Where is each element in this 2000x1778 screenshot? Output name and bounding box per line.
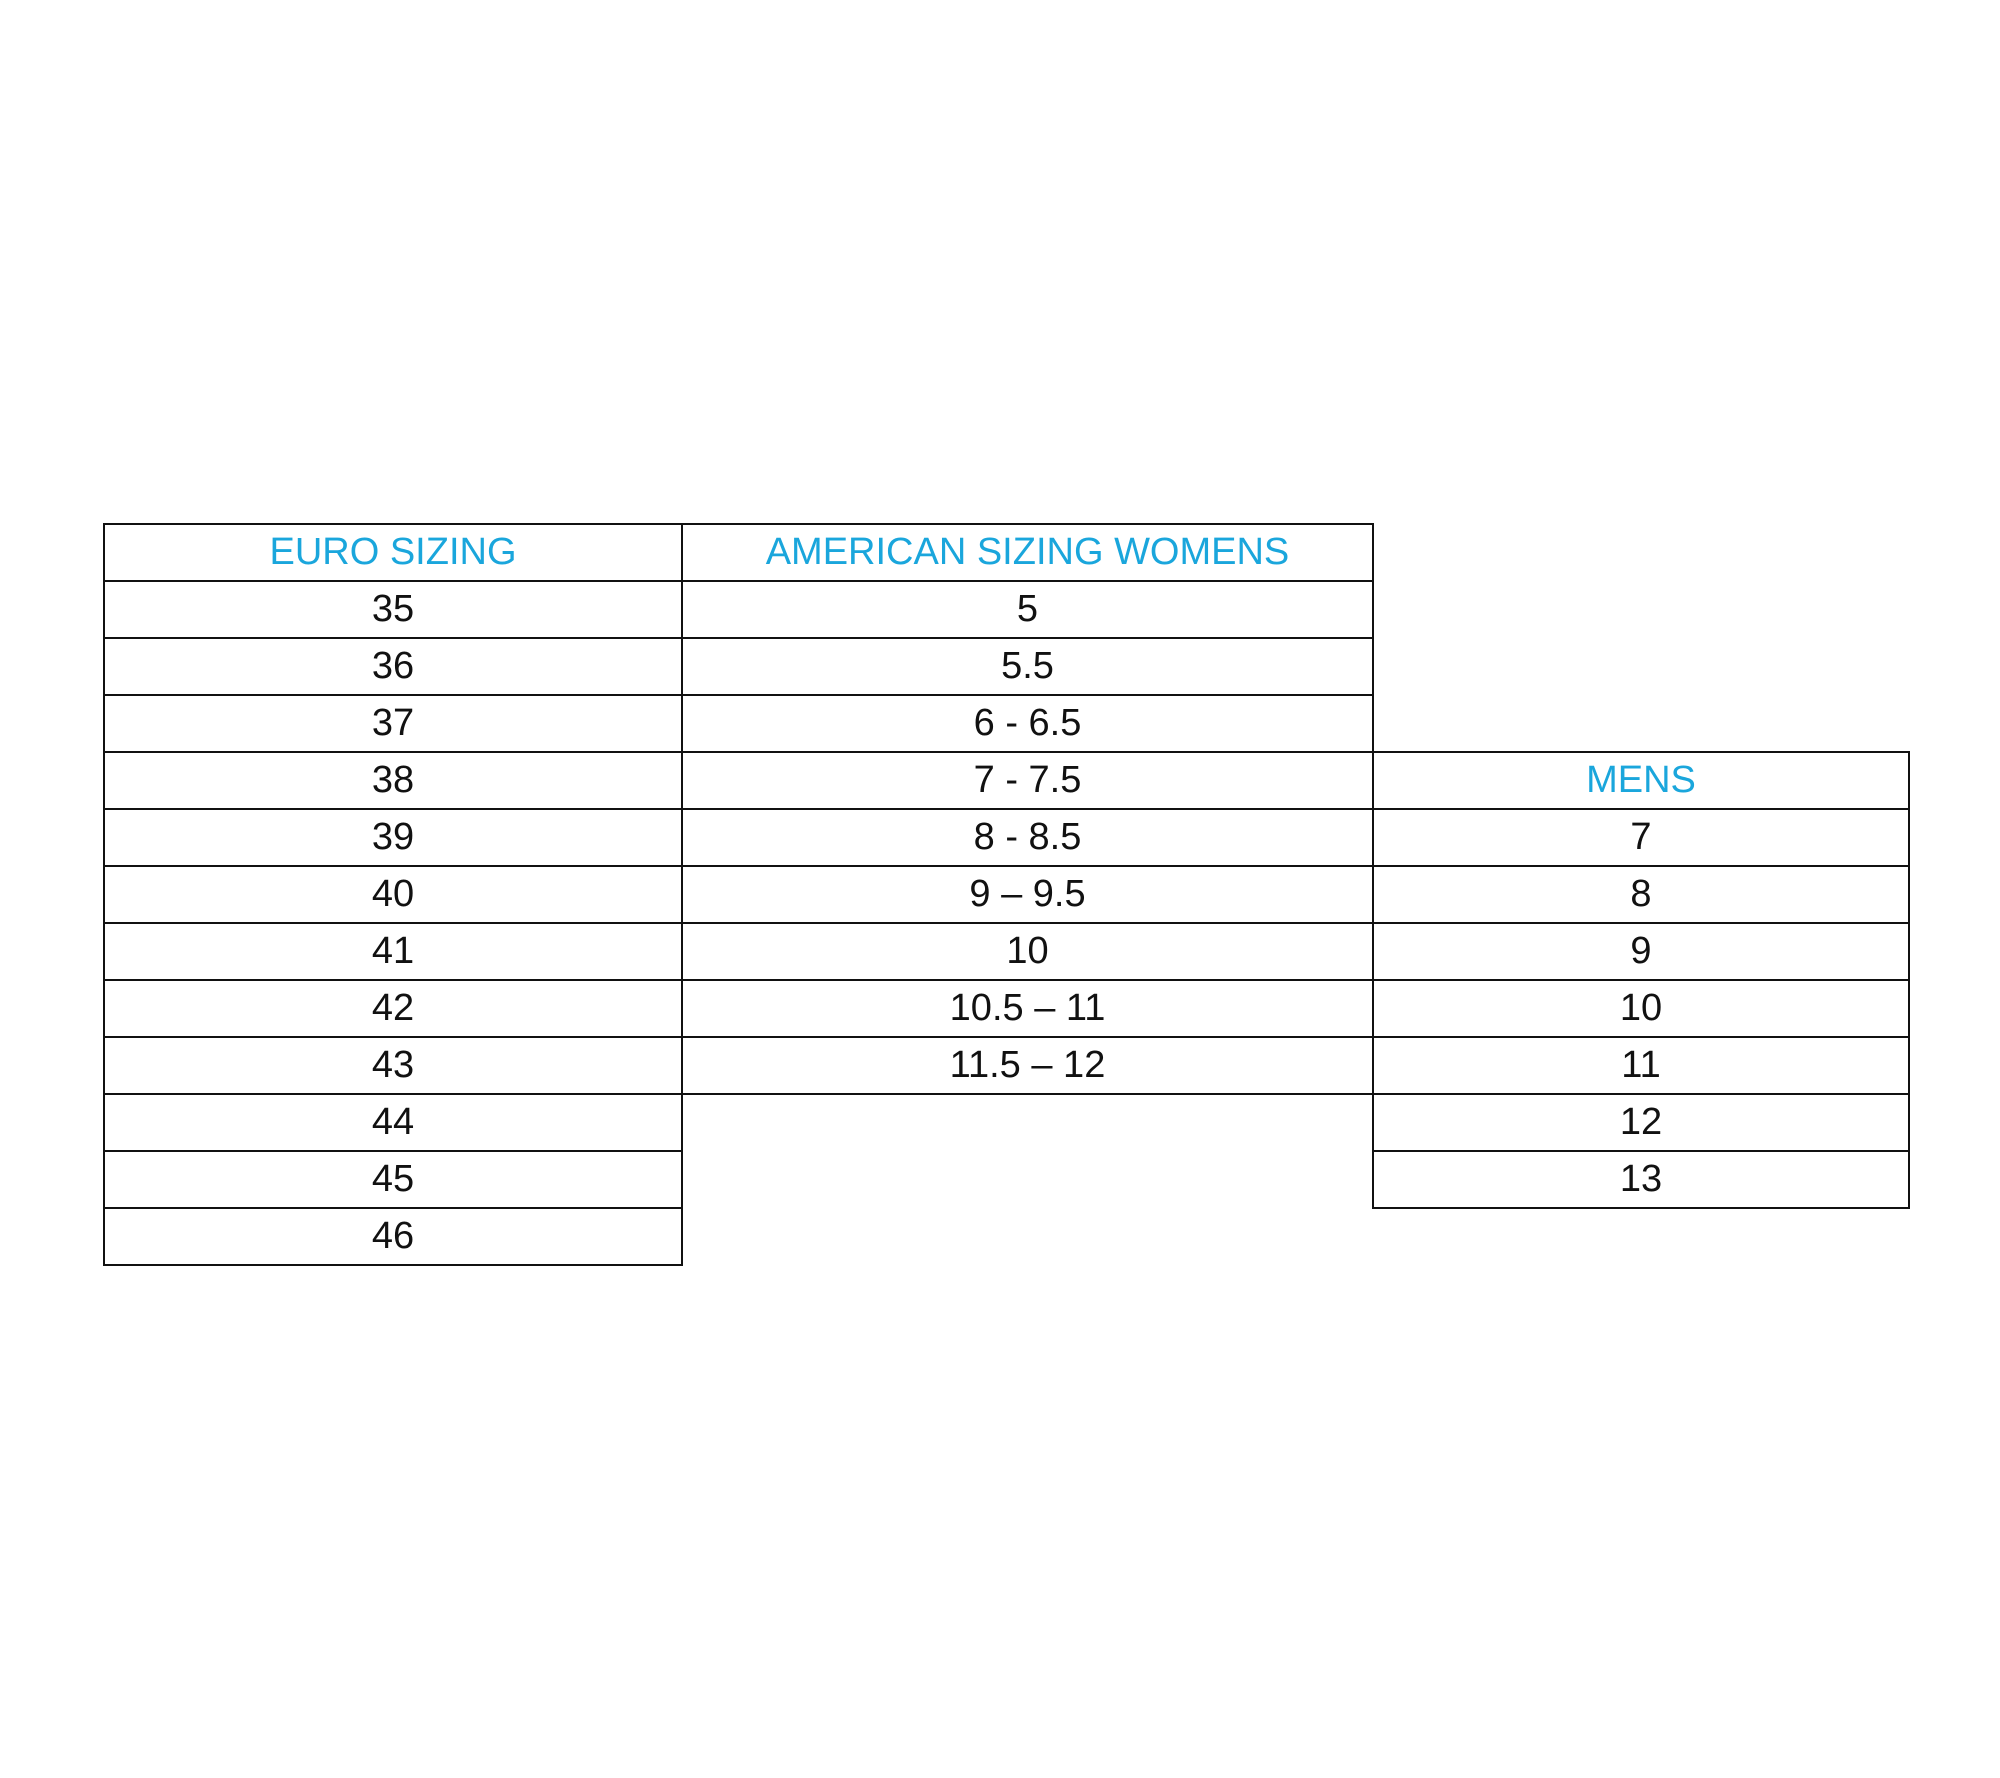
header-euro-sizing: EURO SIZING (103, 523, 683, 582)
cell-euro-size: 45 (103, 1150, 683, 1209)
cell-mens-size: 13 (1372, 1150, 1910, 1209)
cell-euro-size: 38 (103, 751, 683, 810)
cell-mens-size: 12 (1372, 1093, 1910, 1152)
cell-mens-size: 7 (1372, 808, 1910, 867)
cell-mens-size: 9 (1372, 922, 1910, 981)
cell-womens-size: 10 (681, 922, 1374, 981)
header-mens: MENS (1372, 751, 1910, 810)
cell-womens-size: 10.5 – 11 (681, 979, 1374, 1038)
cell-womens-size: 5 (681, 580, 1374, 639)
cell-euro-size: 44 (103, 1093, 683, 1152)
cell-womens-size: 8 - 8.5 (681, 808, 1374, 867)
header-american-sizing-womens: AMERICAN SIZING WOMENS (681, 523, 1374, 582)
cell-womens-size: 5.5 (681, 637, 1374, 696)
cell-euro-size: 40 (103, 865, 683, 924)
cell-womens-size: 11.5 – 12 (681, 1036, 1374, 1095)
cell-euro-size: 43 (103, 1036, 683, 1095)
cell-euro-size: 36 (103, 637, 683, 696)
cell-womens-size: 9 – 9.5 (681, 865, 1374, 924)
cell-euro-size: 42 (103, 979, 683, 1038)
cell-womens-size: 7 - 7.5 (681, 751, 1374, 810)
cell-euro-size: 35 (103, 580, 683, 639)
cell-euro-size: 39 (103, 808, 683, 867)
cell-mens-size: 10 (1372, 979, 1910, 1038)
cell-mens-size: 11 (1372, 1036, 1910, 1095)
cell-euro-size: 41 (103, 922, 683, 981)
cell-euro-size: 46 (103, 1207, 683, 1266)
cell-womens-size: 6 - 6.5 (681, 694, 1374, 753)
cell-mens-size: 8 (1372, 865, 1910, 924)
cell-euro-size: 37 (103, 694, 683, 753)
